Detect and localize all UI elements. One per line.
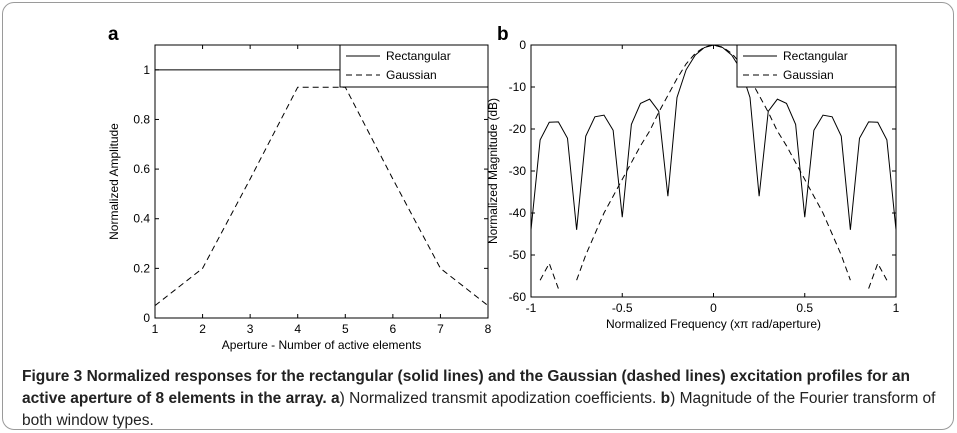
x-axis-label: Aperture - Number of active elements [222,338,421,352]
caption-title: Figure 3 Normalized responses for the re… [22,368,911,407]
figure: a 0 0.2 0.4 0.6 0.8 1 1 2 3 4 5 6 7 8 Aperture - Number… [107,24,900,352]
y-tick-label: 0.4 [133,212,150,226]
y-tick-label: -10 [509,80,527,94]
legend-label: Gaussian [386,68,437,82]
legend-box [736,44,897,88]
legend-label: Gaussian [783,68,834,82]
y-axis-label: Normalized Amplitude [107,123,121,240]
y-tick-label: -50 [509,248,527,262]
x-tick-label: 7 [437,322,444,336]
caption-text: ) Magnitude of the Fourier transform of … [22,390,936,429]
caption-label: b [660,390,671,407]
x-tick-label: 5 [342,322,349,336]
legend-box [339,44,489,88]
y-tick-label: 0.8 [133,112,150,126]
plot-area [154,44,489,319]
panel-label: a [108,24,119,45]
x-tick-label: 0 [710,301,717,315]
x-tick-label: 0.5 [796,301,813,315]
x-tick-label: 6 [390,322,397,336]
data-line [155,86,488,306]
panel-label: b [497,24,509,45]
y-tick-label: -60 [509,290,527,304]
y-axis-label: Normalized Magnitude (dB) [486,98,500,244]
x-tick-label: 2 [199,322,206,336]
x-tick-label: -0.5 [612,301,633,315]
y-tick-label: 1 [143,63,150,77]
data-line [531,45,896,230]
caption-text: ) Normalized transmit apodization coeffi… [339,390,657,407]
y-tick-label: 0.2 [133,261,150,275]
y-tick-label: -30 [509,164,527,178]
data-line [539,45,888,289]
y-tick-label: -40 [509,206,527,220]
x-tick-label: 8 [485,322,492,336]
caption: Figure 3 Normalized responses for the re… [22,366,947,432]
x-tick-label: 4 [294,322,301,336]
x-tick-label: 1 [152,322,159,336]
y-tick-label: -20 [509,122,527,136]
caption-label: a [330,390,340,407]
y-tick-label: 0 [143,311,150,325]
legend-label: Rectangular [386,49,451,63]
x-tick-label: -1 [526,301,537,315]
x-tick-label: 3 [247,322,254,336]
legend-label: Rectangular [783,49,848,63]
x-tick-label: 1 [893,301,900,315]
x-axis-label: Normalized Frequency (xπ rad/aperture) [606,317,821,331]
y-tick-label: 0 [519,38,526,52]
y-tick-label: 0.6 [133,162,150,176]
